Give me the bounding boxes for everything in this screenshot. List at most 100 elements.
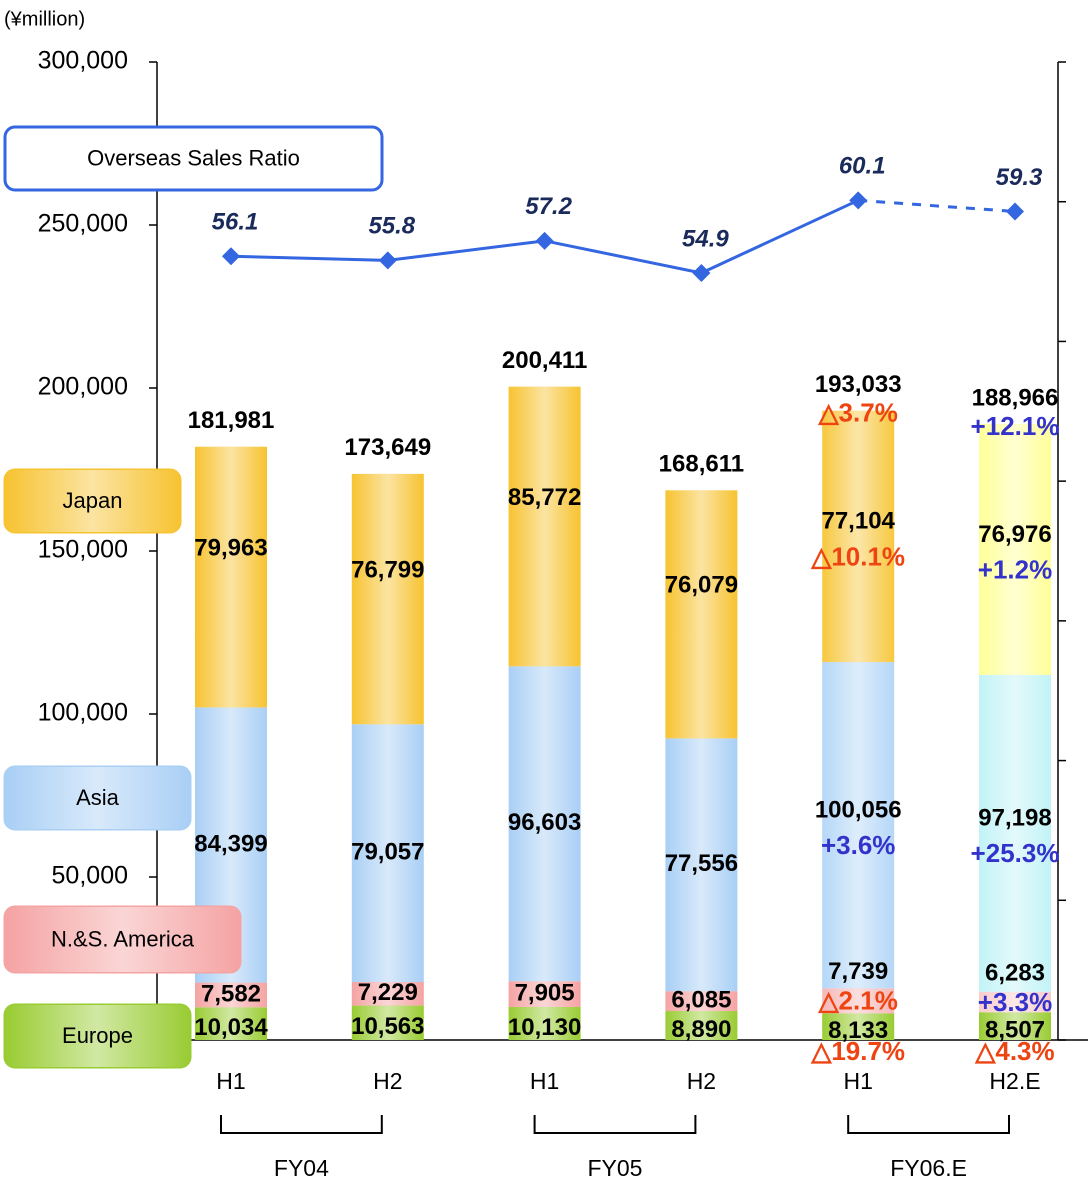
- x-tick-label: H2.E: [989, 1068, 1040, 1094]
- total-label: 181,981: [188, 407, 275, 434]
- bar-shine: [665, 490, 738, 739]
- y-tick-label: 250,000: [38, 210, 128, 238]
- change-label: △2.1%: [818, 986, 898, 1016]
- value-label: 76,799: [351, 556, 424, 583]
- x-tick-label: H2: [373, 1068, 402, 1094]
- value-label: 8,507: [985, 1016, 1045, 1043]
- value-label: 7,905: [515, 979, 575, 1006]
- bar-shine: [979, 423, 1051, 675]
- bar-shine: [351, 981, 424, 1006]
- legend-line: Overseas Sales Ratio: [87, 145, 300, 170]
- value-label: 7,739: [828, 958, 888, 985]
- legend-label-shine: [5, 1005, 190, 1067]
- change-label: +3.6%: [821, 830, 895, 860]
- legend-label-shine: [5, 470, 180, 532]
- ratio-marker: [535, 231, 554, 250]
- legend-label-shine: [5, 907, 240, 972]
- value-label: 100,056: [815, 797, 902, 824]
- value-label: 97,198: [978, 805, 1051, 832]
- value-label: 85,772: [508, 484, 581, 511]
- ratio-line-segment: [387, 239, 545, 262]
- group-label: FY06.E: [890, 1155, 967, 1181]
- total-label: 173,649: [344, 434, 431, 461]
- change-label: +1.2%: [978, 554, 1052, 584]
- value-label: 8,890: [671, 1016, 731, 1043]
- ratio-label: 57.2: [525, 193, 572, 220]
- bar-shine: [508, 981, 581, 1007]
- bar-shine: [351, 1005, 424, 1040]
- ratio-marker: [222, 247, 240, 266]
- ratio-marker: [692, 263, 711, 282]
- bar-shine: [979, 1012, 1051, 1040]
- unit-label: (¥million): [4, 8, 85, 30]
- x-tick-label: H1: [843, 1068, 872, 1094]
- value-label: 84,399: [194, 830, 267, 857]
- legend-label-shine: [5, 767, 190, 829]
- value-label: 10,130: [508, 1014, 581, 1041]
- value-label: 76,976: [978, 521, 1051, 548]
- value-label: 79,963: [194, 534, 267, 561]
- value-label: 76,079: [665, 572, 738, 599]
- ratio-marker: [1006, 202, 1024, 221]
- bar-shine: [979, 991, 1051, 1013]
- bar-shine: [665, 738, 738, 992]
- value-label: 77,104: [821, 508, 895, 535]
- value-label: 79,057: [351, 838, 424, 865]
- x-tick-label: H1: [530, 1068, 559, 1094]
- ratio-line-segment: [544, 239, 702, 275]
- y-tick-label: 100,000: [38, 699, 128, 727]
- change-label: +3.3%: [978, 987, 1052, 1017]
- x-tick-label: H1: [216, 1068, 245, 1094]
- group-bracket: [847, 1115, 1010, 1134]
- total-label: 168,611: [659, 451, 744, 478]
- bar-shine: [195, 1007, 267, 1040]
- ratio-line-segment: [230, 254, 388, 262]
- value-label: 10,563: [351, 1013, 424, 1040]
- legend-label: N.&S. America: [51, 926, 195, 951]
- legend-line-box: [3, 125, 384, 192]
- x-tick-label: H2: [687, 1068, 716, 1094]
- ratio-label: 59.3: [996, 164, 1043, 191]
- value-label: 7,229: [358, 979, 418, 1006]
- change-label: △19.7%: [810, 1036, 905, 1066]
- value-label: 7,582: [201, 980, 261, 1007]
- y-tick-label: 200,000: [38, 373, 128, 401]
- value-label: 8,133: [828, 1017, 888, 1044]
- ratio-label: 60.1: [839, 153, 886, 180]
- bar-shine: [351, 473, 424, 725]
- group-bracket: [220, 1115, 383, 1134]
- bar-shine: [665, 991, 738, 1012]
- ratio-label: 55.8: [368, 213, 415, 240]
- value-label: 10,034: [194, 1014, 268, 1041]
- bar-shine: [351, 724, 424, 982]
- value-label: 6,283: [985, 959, 1045, 986]
- y-tick-label: 300,000: [38, 47, 128, 75]
- value-label: 96,603: [508, 809, 581, 836]
- y-tick-label: 150,000: [38, 536, 128, 564]
- legend-label: Japan: [63, 488, 123, 513]
- total-label: 193,033: [815, 371, 902, 398]
- total-label: 188,966: [972, 384, 1059, 411]
- ratio-marker: [378, 251, 397, 270]
- bar-shine: [508, 386, 581, 667]
- change-label: +25.3%: [971, 838, 1060, 868]
- change-label: △3.7%: [818, 398, 898, 428]
- ratio-label: 54.9: [682, 225, 729, 252]
- bar-shine: [665, 1011, 738, 1040]
- bar-shine: [822, 1013, 895, 1040]
- group-label: FY04: [274, 1155, 329, 1181]
- bar-shine: [822, 410, 895, 663]
- legend-label: Europe: [62, 1023, 133, 1048]
- ratio-line-segment: [700, 198, 859, 275]
- y-tick-label: 50,000: [52, 862, 128, 890]
- change-label: +12.1%: [971, 411, 1060, 441]
- value-label: 6,085: [671, 986, 731, 1013]
- bar-shine: [508, 666, 581, 982]
- legend-label: Asia: [76, 785, 120, 810]
- change-label: △4.3%: [974, 1036, 1054, 1066]
- bar-shine: [195, 982, 267, 1008]
- ratio-marker: [849, 191, 868, 210]
- ratio-line-segment: [858, 198, 1016, 213]
- group-label: FY05: [588, 1155, 643, 1181]
